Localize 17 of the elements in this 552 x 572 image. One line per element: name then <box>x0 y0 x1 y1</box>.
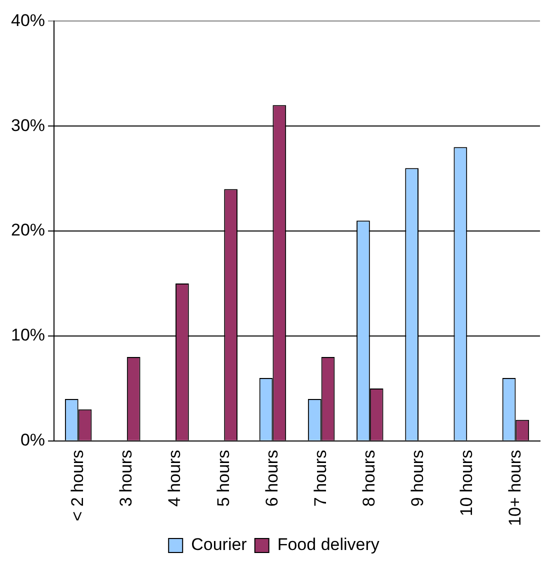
y-tick-label: 40% <box>10 10 46 30</box>
x-tick-label: 9 hours <box>408 450 428 507</box>
y-tick-label: 10% <box>10 326 46 345</box>
x-tick-label: < 2 hours <box>68 450 88 522</box>
x-tick-label: 7 hours <box>311 450 330 507</box>
x-tick-label: 6 hours <box>262 450 282 507</box>
legend-label: Food delivery <box>277 535 380 554</box>
y-tick-label: 0% <box>20 430 46 450</box>
y-tick-label: 30% <box>10 116 46 135</box>
x-tick-label: 8 hours <box>360 450 379 507</box>
x-tick-label: 5 hours <box>214 450 233 507</box>
x-tick-label: 10 hours <box>456 450 476 516</box>
y-tick-label: 20% <box>10 220 46 240</box>
x-tick-label: 4 hours <box>165 450 184 507</box>
legend-label: Courier <box>191 535 248 554</box>
x-tick-label: 10+ hours <box>505 450 524 526</box>
x-tick-label: 3 hours <box>116 450 136 507</box>
